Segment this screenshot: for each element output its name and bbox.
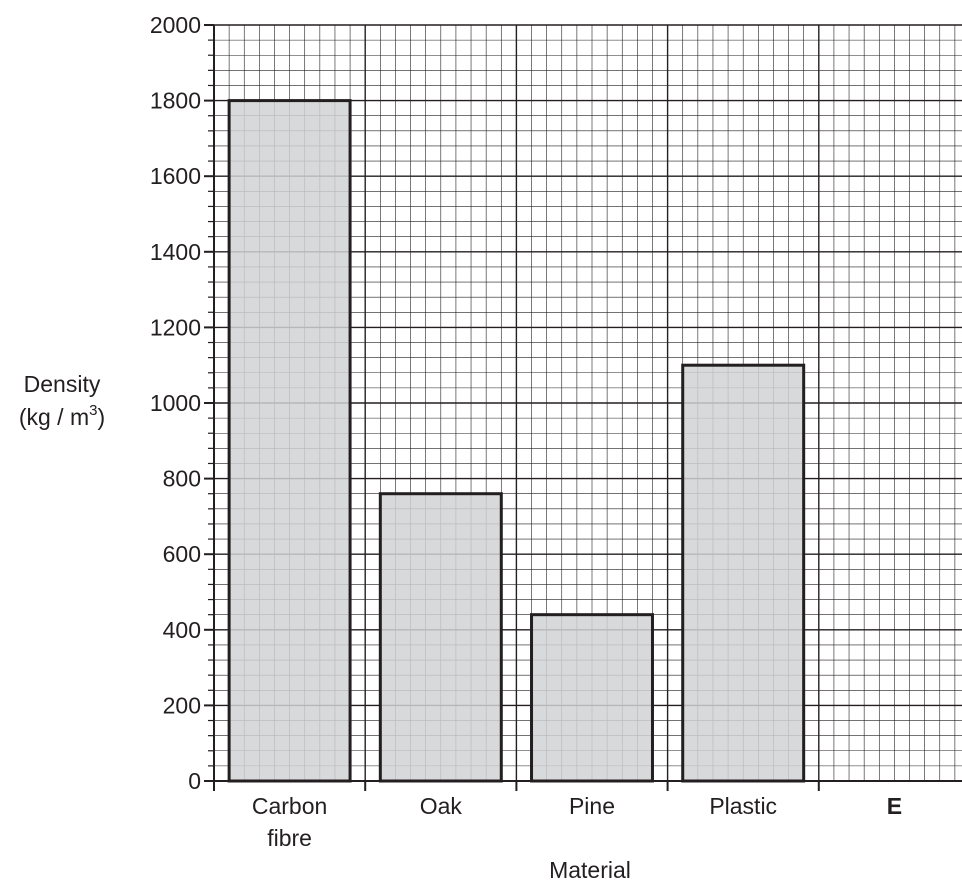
bars: [227, 99, 806, 783]
y-tick-label: 1400: [150, 239, 201, 265]
y-tick-label: 200: [163, 692, 201, 718]
labels: Material Density (kg / m3): [19, 371, 631, 883]
axes: 0 200 400 600 800 1000 1200 1400 1600 1800 2000 Car…: [150, 12, 962, 851]
y-tick-label: 2000: [150, 12, 201, 38]
x-tick-label: E: [887, 793, 902, 819]
bar-oak: [378, 492, 503, 783]
y-axis-unit-exponent: 3: [89, 402, 97, 419]
x-tick-label: Carbon: [252, 793, 327, 819]
x-axis-label: Material: [549, 857, 631, 883]
y-tick-label: 1600: [150, 163, 201, 189]
y-tick-label: 1800: [150, 88, 201, 114]
y-axis-unit-prefix: (kg / m: [19, 404, 89, 430]
y-axis-unit-suffix: ): [97, 404, 105, 430]
x-tick-label: Oak: [420, 793, 463, 819]
bar-pine: [530, 613, 654, 783]
x-tick-label: fibre: [267, 825, 312, 851]
x-tick-label: Pine: [569, 793, 615, 819]
y-tick-label: 800: [163, 466, 201, 492]
bar-plastic: [681, 363, 806, 783]
y-axis-label-line1: Density: [24, 371, 101, 397]
y-axis-label-unit: (kg / m3): [19, 402, 105, 430]
x-tick-label: Plastic: [709, 793, 777, 819]
y-tick-label: 400: [163, 617, 201, 643]
y-tick-label: 600: [163, 541, 201, 567]
y-tick-label: 0: [188, 768, 201, 794]
bar-carbon-fibre: [227, 99, 352, 783]
y-tick-label: 1000: [150, 390, 201, 416]
y-tick-label: 1200: [150, 314, 201, 340]
